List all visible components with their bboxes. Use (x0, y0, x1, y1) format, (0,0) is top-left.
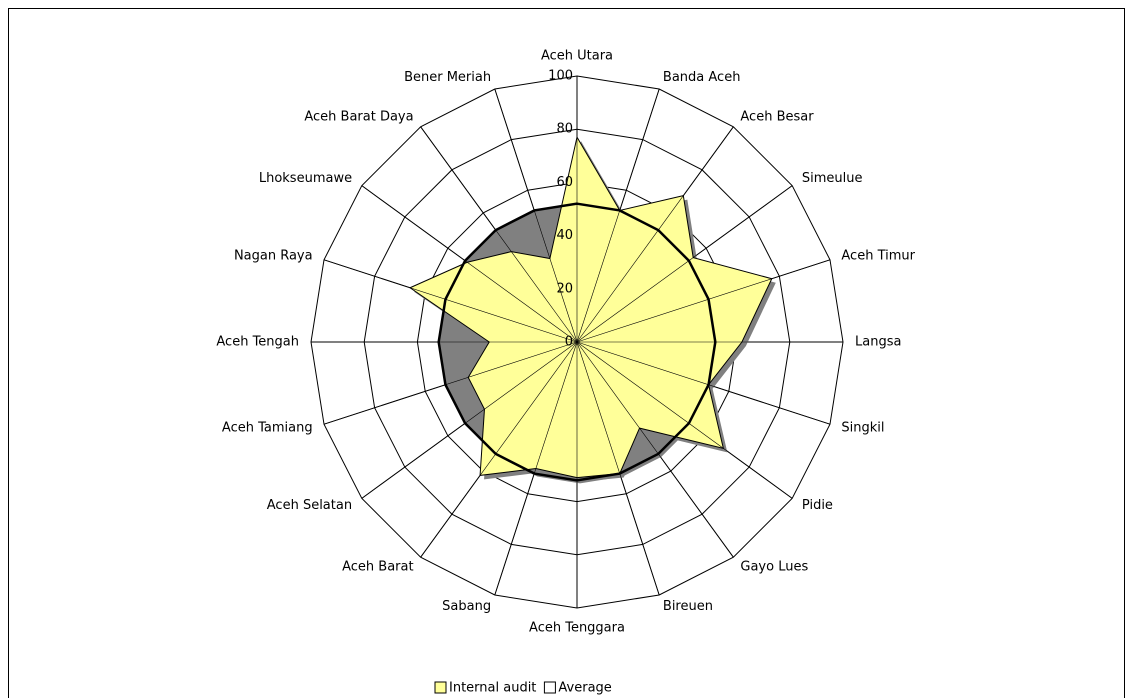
r-tick-label: 60 (556, 175, 573, 190)
category-label: Aceh Besar (740, 110, 814, 125)
spoke-inner (576, 126, 734, 343)
spoke-inner (576, 341, 660, 596)
category-label: Bireuen (663, 599, 713, 614)
r-tick-label: 20 (556, 281, 573, 296)
spoke-inner (323, 259, 578, 343)
spoke-inner (361, 341, 578, 499)
legend-label: Internal audit (449, 681, 536, 696)
category-label: Gayo Lues (740, 559, 808, 574)
legend-swatch (543, 681, 556, 694)
category-label: Langsa (855, 335, 901, 350)
category-label: Pidie (802, 498, 833, 513)
category-label: Banda Aceh (663, 70, 741, 85)
r-tick-label: 100 (548, 69, 573, 84)
legend-label: Average (558, 681, 611, 696)
r-tick-label: 40 (556, 228, 573, 243)
category-label: Aceh Barat Daya (304, 110, 413, 125)
category-label: Aceh Utara (541, 49, 613, 64)
spoke-inner (576, 88, 660, 343)
spoke-inner (494, 341, 578, 596)
spoke-inner (420, 341, 578, 558)
spoke-inner (576, 259, 831, 343)
category-label: Aceh Tamiang (222, 420, 313, 435)
category-label: Lhokseumawe (259, 171, 352, 186)
category-label: Aceh Selatan (267, 498, 352, 513)
spoke-inner (576, 185, 793, 343)
category-label: Simeulue (802, 171, 863, 186)
spoke-inner (576, 341, 793, 499)
category-label: Aceh Tengah (216, 335, 299, 350)
category-label: Aceh Barat (342, 559, 413, 574)
r-tick-label: 80 (556, 122, 573, 137)
category-label: Bener Meriah (404, 70, 491, 85)
category-label: Nagan Raya (234, 249, 313, 264)
spoke-inner (420, 126, 578, 343)
category-label: Aceh Timur (841, 249, 915, 264)
spoke-inner (361, 185, 578, 343)
category-label: Aceh Tenggara (529, 621, 625, 636)
spoke-inner (494, 88, 578, 343)
category-label: Singkil (841, 420, 884, 435)
r-tick-label: 0 (565, 335, 573, 350)
category-label: Sabang (442, 599, 491, 614)
spoke-inner (323, 341, 578, 425)
legend-swatch (434, 681, 447, 694)
spoke-inner (576, 341, 734, 558)
spoke-inner (576, 341, 831, 425)
